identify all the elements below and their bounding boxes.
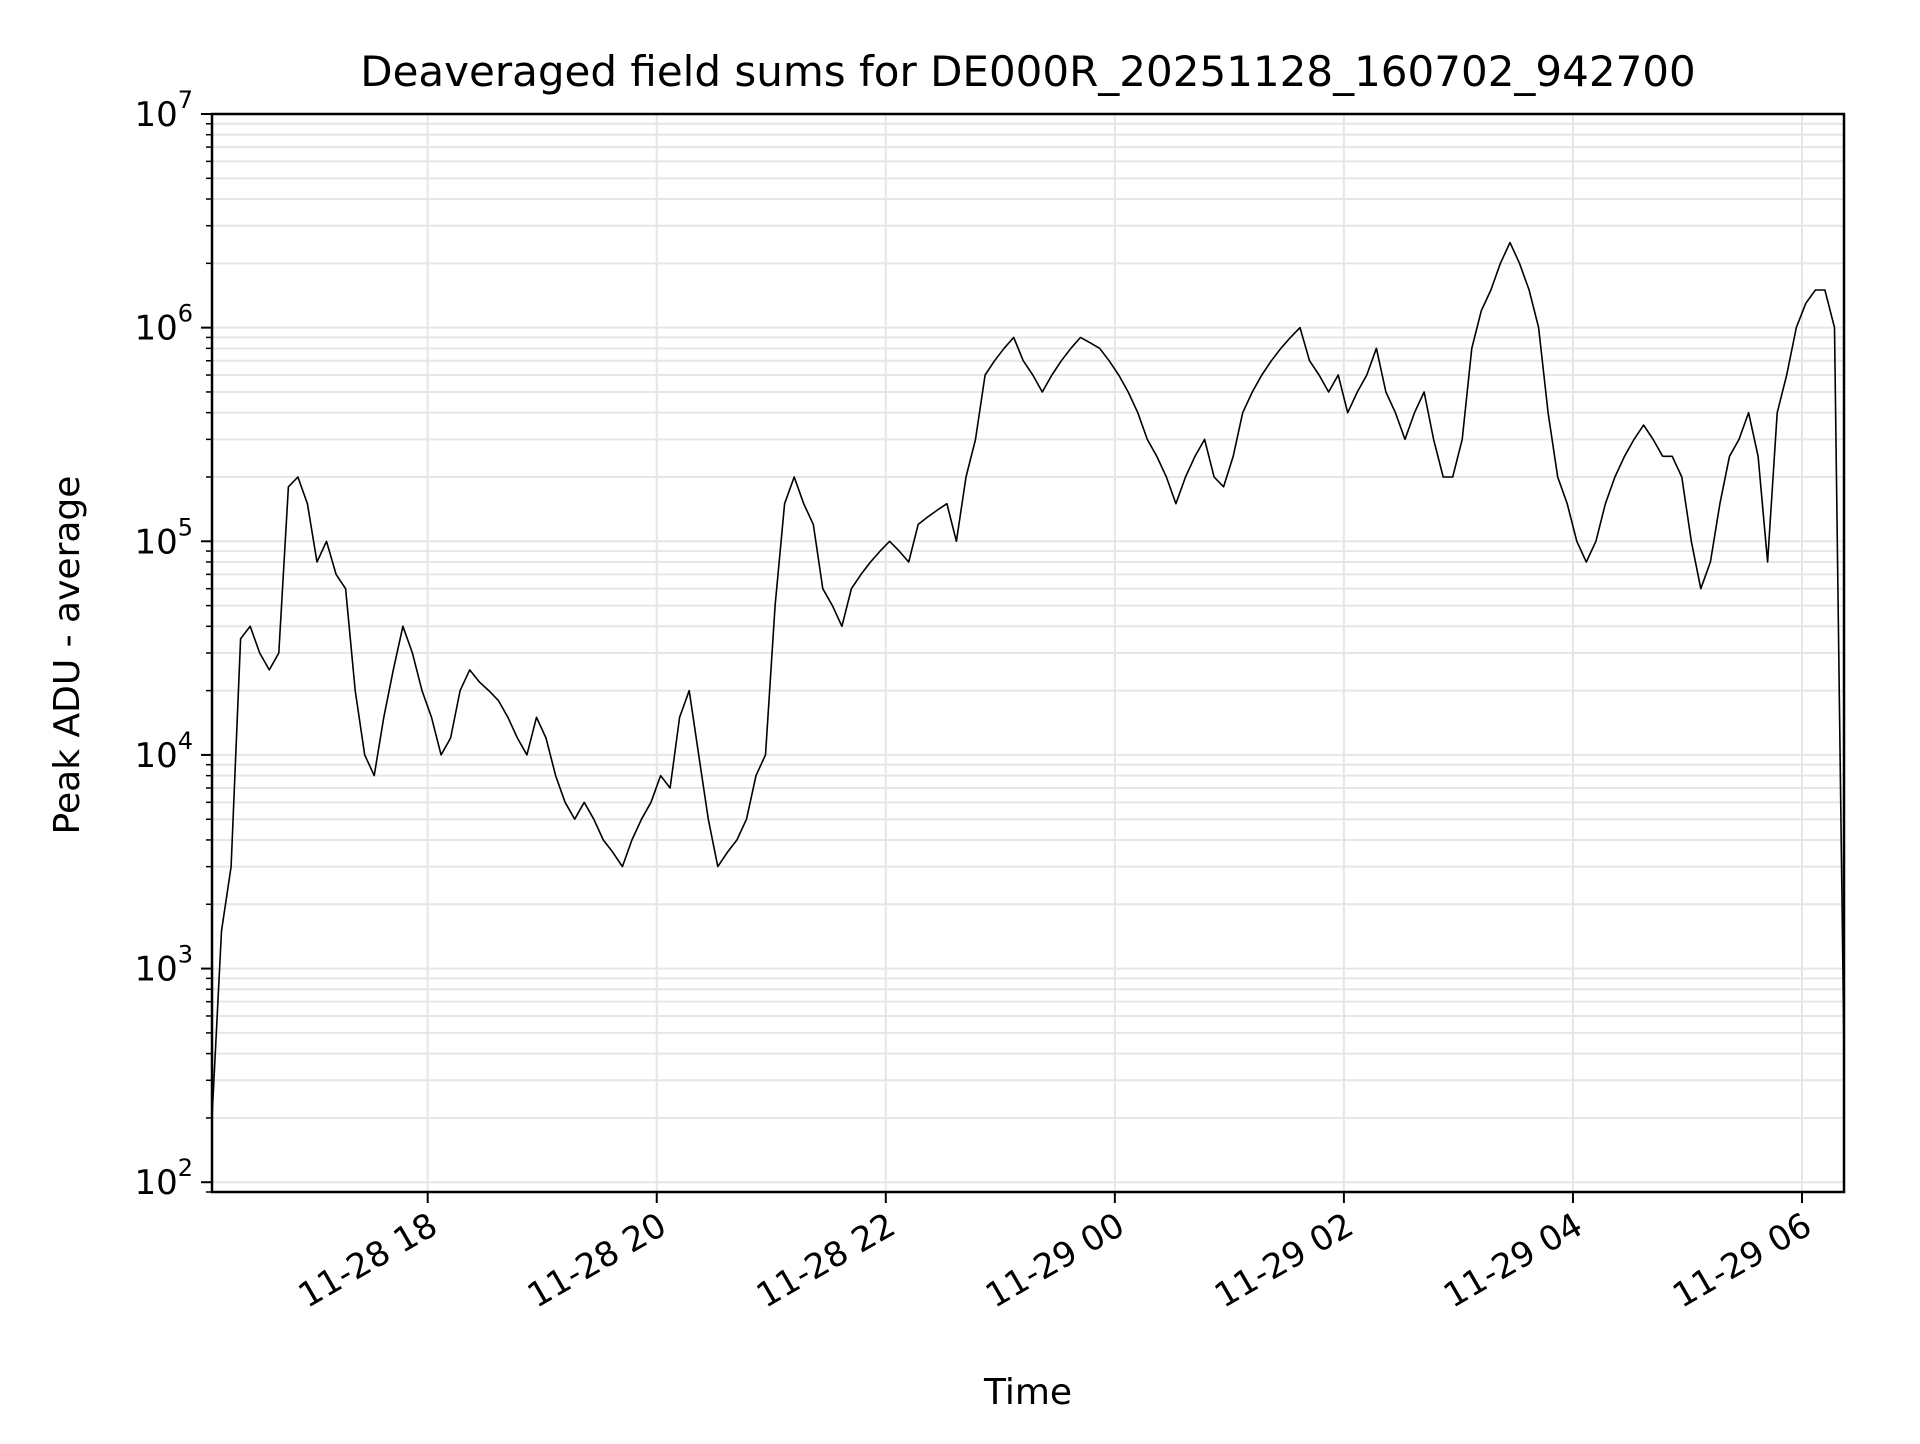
series-line-0 xyxy=(211,241,1845,1118)
y-tick-label: 105 xyxy=(134,513,193,562)
x-axis-label: Time xyxy=(983,1372,1072,1413)
y-axis-label: Peak ADU - average xyxy=(47,476,88,835)
y-tick-label: 106 xyxy=(134,300,193,349)
y-axis: 102 103 104 105 106 107 xyxy=(134,86,212,1203)
y-tick-label: 103 xyxy=(134,941,193,990)
y-tick-label: 104 xyxy=(134,727,193,776)
chart-title: Deaveraged field sums for DE000R_2025112… xyxy=(360,47,1696,96)
y-tick-label: 102 xyxy=(134,1154,193,1203)
y-tick-label: 107 xyxy=(134,86,193,135)
series-layer xyxy=(211,241,1845,1118)
